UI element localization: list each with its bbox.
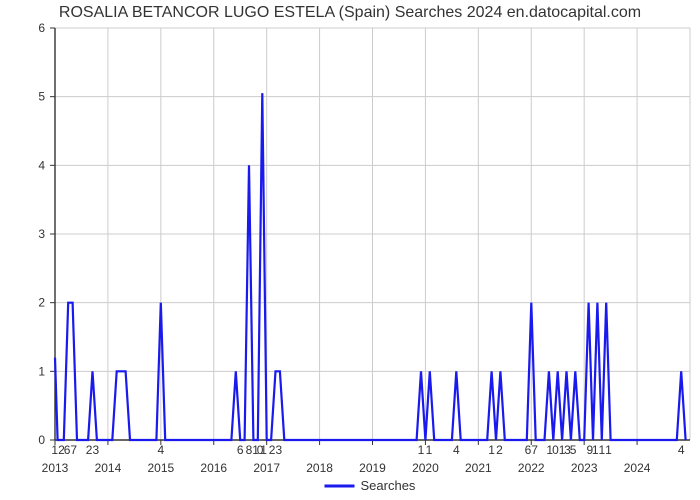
x-year-label: 2022 — [518, 461, 545, 475]
y-tick-label: 2 — [38, 296, 45, 310]
x-peak-label: 1 — [605, 443, 612, 457]
x-year-label: 2023 — [571, 461, 598, 475]
x-year-label: 2024 — [624, 461, 651, 475]
x-peak-label: 5 — [570, 443, 577, 457]
y-tick-label: 6 — [38, 21, 45, 35]
x-peak-label: 4 — [453, 443, 460, 457]
x-peak-label: 2 — [496, 443, 503, 457]
x-peak-label: 6 — [237, 443, 244, 457]
y-tick-label: 4 — [38, 158, 45, 172]
chart-svg: 0123456201320142015201620172018201920202… — [0, 0, 700, 500]
x-year-label: 2021 — [465, 461, 492, 475]
x-peak-label: 4 — [157, 443, 164, 457]
y-tick-label: 1 — [38, 364, 45, 378]
data-line — [55, 93, 686, 440]
x-peak-label: 67 — [525, 443, 539, 457]
x-year-label: 2017 — [253, 461, 280, 475]
x-year-label: 2014 — [95, 461, 122, 475]
y-tick-label: 0 — [38, 433, 45, 447]
legend-label: Searches — [361, 478, 416, 493]
x-peak-label: 4 — [678, 443, 685, 457]
x-peak-label: 23 — [86, 443, 100, 457]
x-year-label: 2016 — [200, 461, 227, 475]
x-year-label: 2020 — [412, 461, 439, 475]
x-year-label: 2019 — [359, 461, 386, 475]
x-peak-label: 1 — [260, 443, 267, 457]
x-year-label: 2013 — [42, 461, 69, 475]
x-year-label: 2018 — [306, 461, 333, 475]
chart-container: ROSALIA BETANCOR LUGO ESTELA (Spain) Sea… — [0, 0, 700, 500]
x-peak-label: 1 — [426, 443, 433, 457]
x-peak-label: 1 — [418, 443, 425, 457]
x-year-label: 2015 — [147, 461, 174, 475]
x-peak-label: 23 — [269, 443, 283, 457]
x-peak-label: 1 — [488, 443, 495, 457]
y-tick-label: 5 — [38, 90, 45, 104]
y-tick-label: 3 — [38, 227, 45, 241]
x-peak-label: 67 — [64, 443, 78, 457]
